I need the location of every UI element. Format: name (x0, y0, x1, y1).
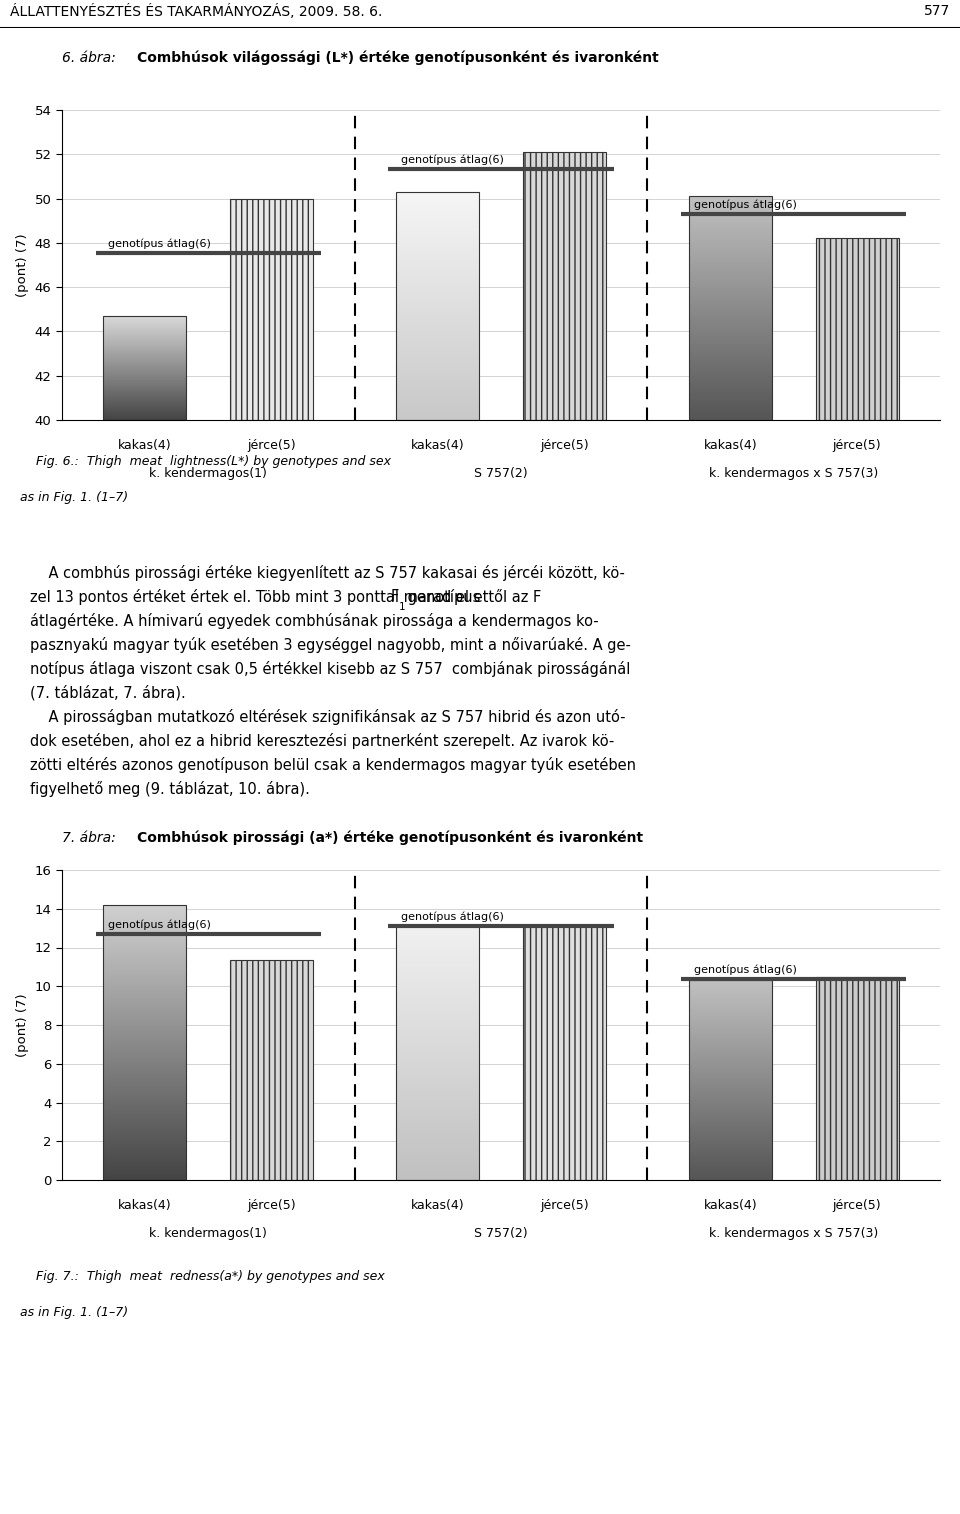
Bar (396, 192, 479, 419)
Text: genotípus átlag(6): genotípus átlag(6) (694, 964, 797, 975)
Text: jérce(5): jérce(5) (832, 439, 881, 451)
Text: dok esetében, ahol ez a hibrid keresztezési partnerként szerepelt. Az ivarok kö-: dok esetében, ahol ez a hibrid keresztez… (30, 733, 614, 749)
Bar (688, 197, 772, 419)
Text: kakas(4): kakas(4) (118, 439, 172, 451)
Text: kakas(4): kakas(4) (118, 1199, 172, 1211)
Text: átlagértéke. A hímivarú egyedek combhúsának pirossága a kendermagos ko-: átlagértéke. A hímivarú egyedek combhúsá… (30, 613, 599, 628)
Bar (688, 981, 772, 1179)
Text: kakas(4): kakas(4) (704, 1199, 757, 1211)
Text: Combhúsok világossági (L*) értéke genotípusonként és ivaronként: Combhúsok világossági (L*) értéke genotí… (136, 50, 659, 65)
Text: as in Fig. 1. (1–7): as in Fig. 1. (1–7) (20, 491, 128, 504)
Text: 7. ábra:: 7. ábra: (62, 831, 116, 845)
Text: as in Fig. 1. (1–7): as in Fig. 1. (1–7) (20, 1305, 128, 1319)
Text: genotípus átlag(6): genotípus átlag(6) (108, 239, 211, 250)
Text: Fig. 7.:  Thigh  meat  redness(a*) by genotypes and sex: Fig. 7.: Thigh meat redness(a*) by genot… (20, 1270, 385, 1282)
Text: 1: 1 (398, 603, 405, 612)
Bar (816, 238, 899, 419)
Text: Combhúsok pirossági (a*) értéke genotípusonként és ivaronként: Combhúsok pirossági (a*) értéke genotípu… (136, 830, 643, 845)
Text: genotípus átlag(6): genotípus átlag(6) (401, 154, 504, 165)
Bar (104, 316, 186, 419)
Text: jérce(5): jérce(5) (540, 1199, 588, 1211)
Text: figyelhető meg (9. táblázat, 10. ábra).: figyelhető meg (9. táblázat, 10. ábra). (30, 781, 310, 796)
Bar (230, 960, 313, 1179)
Text: genotípus átlag(6): genotípus átlag(6) (401, 911, 504, 922)
Text: zel 13 pontos értéket értek el. Több mint 3 ponttal marad el ettől az F: zel 13 pontos értéket értek el. Több min… (30, 589, 541, 606)
Bar (523, 927, 606, 1179)
Text: A combhús pirossági értéke kiegyenlített az S 757 kakasai és jércéi között, kö-: A combhús pirossági értéke kiegyenlített… (30, 565, 625, 581)
Text: S 757(2): S 757(2) (474, 1226, 528, 1240)
Bar (104, 905, 186, 1179)
Text: ÁLLATTENYÉSZTÉS ÉS TAKARMÁNYOZÁS, 2009. 58. 6.: ÁLLATTENYÉSZTÉS ÉS TAKARMÁNYOZÁS, 2009. … (10, 3, 382, 18)
Bar (816, 977, 899, 1179)
Bar (523, 151, 606, 419)
Text: F: F (391, 589, 399, 604)
Text: jérce(5): jérce(5) (540, 439, 588, 451)
Text: notípus átlaga viszont csak 0,5 értékkel kisebb az S 757  combjának pirosságánál: notípus átlaga viszont csak 0,5 értékkel… (30, 662, 631, 677)
Text: jérce(5): jérce(5) (248, 1199, 296, 1211)
Text: kakas(4): kakas(4) (704, 439, 757, 451)
Text: k. kendermagos(1): k. kendermagos(1) (150, 466, 267, 480)
Text: pasznyakú magyar tyúk esetében 3 egységgel nagyobb, mint a nőivarúaké. A ge-: pasznyakú magyar tyúk esetében 3 egységg… (30, 637, 631, 653)
Text: genotípus átlag(6): genotípus átlag(6) (108, 919, 211, 930)
Text: zötti eltérés azonos genotípuson belül csak a kendermagos magyar tyúk esetében: zötti eltérés azonos genotípuson belül c… (30, 757, 636, 774)
Text: kakas(4): kakas(4) (411, 439, 465, 451)
Text: Fig. 6.:  Thigh  meat  lightness(L*) by genotypes and sex: Fig. 6.: Thigh meat lightness(L*) by gen… (20, 456, 391, 468)
Text: jérce(5): jérce(5) (248, 439, 296, 451)
Y-axis label: (pont) (7): (pont) (7) (16, 993, 29, 1057)
Text: (7. táblázat, 7. ábra).: (7. táblázat, 7. ábra). (30, 684, 185, 701)
Text: k. kendermagos x S 757(3): k. kendermagos x S 757(3) (709, 466, 878, 480)
Y-axis label: (pont) (7): (pont) (7) (16, 233, 29, 297)
Text: genotípus átlag(6): genotípus átlag(6) (694, 200, 797, 210)
Text: k. kendermagos x S 757(3): k. kendermagos x S 757(3) (709, 1226, 878, 1240)
Text: A pirosságban mutatkozó eltérések szignifikánsak az S 757 hibrid és azon utó-: A pirosságban mutatkozó eltérések szigni… (30, 709, 626, 725)
Text: 577: 577 (924, 5, 950, 18)
Text: 6. ábra:: 6. ábra: (62, 50, 116, 65)
Text: S 757(2): S 757(2) (474, 466, 528, 480)
Text: kakas(4): kakas(4) (411, 1199, 465, 1211)
Bar (230, 198, 313, 419)
Text: k. kendermagos(1): k. kendermagos(1) (150, 1226, 267, 1240)
Text: jérce(5): jérce(5) (832, 1199, 881, 1211)
Bar (396, 927, 479, 1179)
Text: genotípus: genotípus (403, 589, 480, 606)
